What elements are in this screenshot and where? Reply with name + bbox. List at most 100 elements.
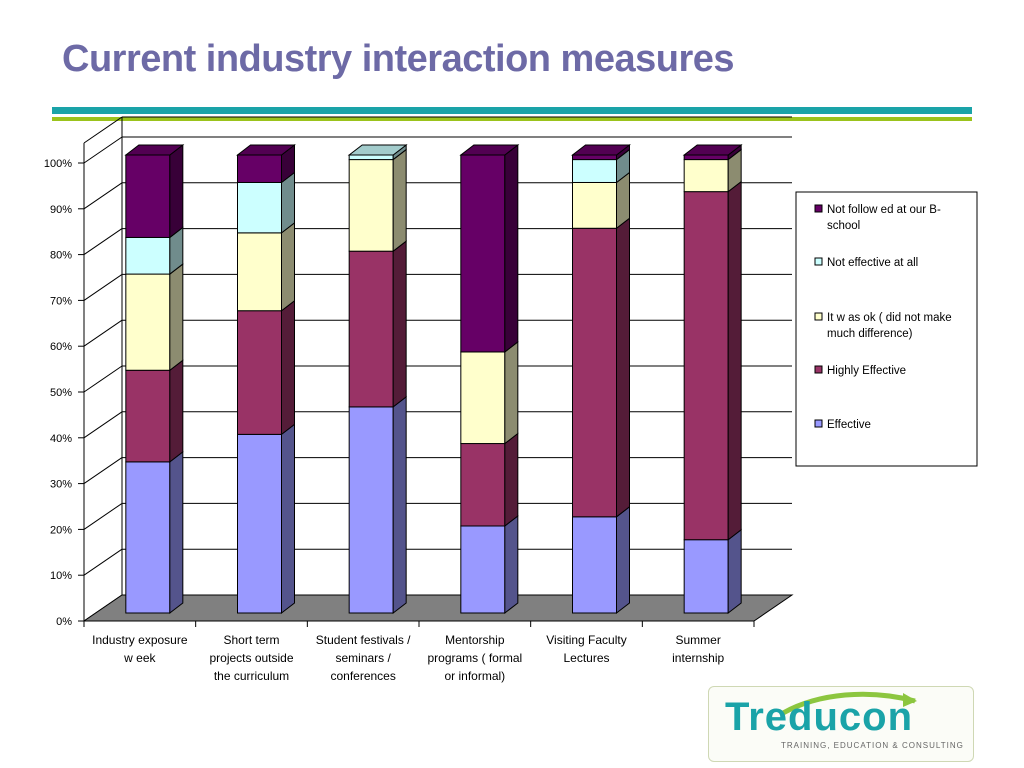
side-wall-top (83, 116, 123, 144)
bar-segment (237, 232, 282, 312)
bar-segment (237, 154, 282, 183)
treducon-logo: Treducon TRAINING, EDUCATION & CONSULTIN… (708, 686, 974, 762)
side-gridline (83, 457, 123, 485)
legend-label: Not effective at all (827, 257, 918, 269)
y-tick-label: 20% (50, 524, 72, 536)
legend-label: Not follow ed at our B- (827, 204, 941, 216)
bar-segment-side (504, 340, 519, 445)
side-gridline (83, 365, 123, 393)
x-category-label: Short term (223, 633, 279, 647)
bar-segment (572, 159, 617, 183)
side-gridline (83, 548, 123, 576)
bar-segment (460, 154, 506, 353)
y-tick-label: 40% (50, 433, 72, 445)
bar-segment-side (281, 423, 295, 615)
x-category-label: conferences (330, 669, 395, 683)
bar-segment-side (392, 240, 407, 408)
green-divider (52, 117, 972, 121)
bar-segment-side (616, 505, 630, 615)
teal-divider (52, 107, 972, 114)
legend-swatch (814, 312, 823, 321)
bar-segment-side (281, 299, 295, 436)
bar-segment-side (504, 143, 519, 353)
side-gridline (83, 273, 123, 301)
x-category-label: or informal) (444, 669, 505, 683)
bar-segment (572, 154, 617, 161)
y-tick-label: 80% (50, 250, 72, 262)
bar-segment (683, 191, 729, 541)
bar-segment-side (392, 148, 407, 253)
legend-swatch (814, 257, 823, 266)
bar-top-face (571, 144, 631, 156)
y-tick-label: 90% (50, 204, 72, 216)
bar-segment-side (392, 395, 407, 615)
bar-top-face (236, 144, 296, 156)
legend-box (795, 191, 978, 467)
slide-title: Current industry interaction measures (62, 38, 735, 80)
logo-wordmark: Treducon (725, 695, 914, 739)
y-tick-label: 70% (50, 295, 72, 307)
bar-segment-side (727, 528, 742, 615)
x-category-label: Student festivals / (316, 633, 411, 647)
bar-segment (348, 159, 394, 252)
bar-segment-side (504, 432, 519, 527)
x-category-label: Summer (675, 633, 720, 647)
bar-segment-side (504, 514, 519, 615)
bar-segment-side (169, 143, 184, 239)
bar-segment-side (616, 217, 630, 518)
bar-top-face (682, 144, 743, 156)
x-category-label: Visiting Faculty (546, 633, 626, 647)
bar-segment (460, 351, 506, 445)
side-gridline (83, 411, 123, 439)
legend-label: Effective (827, 419, 871, 431)
bar-segment-side (281, 221, 295, 312)
x-category-label: w eek (123, 651, 156, 665)
x-category-label: internship (672, 651, 724, 665)
bar-segment (125, 461, 171, 614)
bar-segment (683, 159, 729, 193)
side-gridline (83, 136, 123, 164)
y-tick-label: 100% (44, 158, 72, 170)
x-category-label: Mentorship (445, 633, 505, 647)
x-category-label: programs ( formal (427, 651, 522, 665)
logo-tagline: TRAINING, EDUCATION & CONSULTING (781, 741, 964, 750)
bar-segment (237, 310, 282, 435)
bar-top-face (124, 144, 185, 156)
bar-segment (683, 539, 729, 614)
bar-segment (348, 406, 394, 614)
bar-segment (237, 433, 282, 614)
side-gridline (83, 182, 123, 210)
x-category-label: projects outside (209, 651, 293, 665)
bar-top-face (459, 144, 520, 156)
x-category-label: seminars / (335, 651, 391, 665)
bar-segment (460, 525, 506, 614)
legend-swatch (814, 365, 823, 374)
bar-segment-side (169, 359, 184, 463)
bar-segment (125, 273, 171, 371)
bar-segment-side (169, 450, 184, 615)
legend-swatch (814, 204, 823, 213)
x-category-label: Industry exposure (92, 633, 188, 647)
bar-segment-side (169, 263, 184, 372)
bar-segment (125, 369, 171, 463)
x-category-label: Lectures (563, 651, 609, 665)
side-gridline (83, 502, 123, 530)
y-tick-label: 60% (50, 341, 72, 353)
logo-swoosh-icon (781, 691, 917, 715)
y-tick-label: 30% (50, 479, 72, 491)
legend-swatch (814, 419, 823, 428)
bar-segment (683, 154, 729, 161)
bar-segment (348, 250, 394, 408)
y-tick-label: 50% (50, 387, 72, 399)
bar-top-face (347, 144, 408, 156)
bar-segment (125, 236, 171, 275)
bar-segment-side (727, 180, 742, 541)
x-category-label: the curriculum (214, 669, 289, 683)
bar-segment (572, 181, 617, 229)
legend-label: school (827, 220, 860, 232)
y-tick-label: 10% (50, 570, 72, 582)
bar-segment (572, 516, 617, 614)
bar-segment (572, 227, 617, 518)
legend-label: much difference) (827, 328, 913, 340)
